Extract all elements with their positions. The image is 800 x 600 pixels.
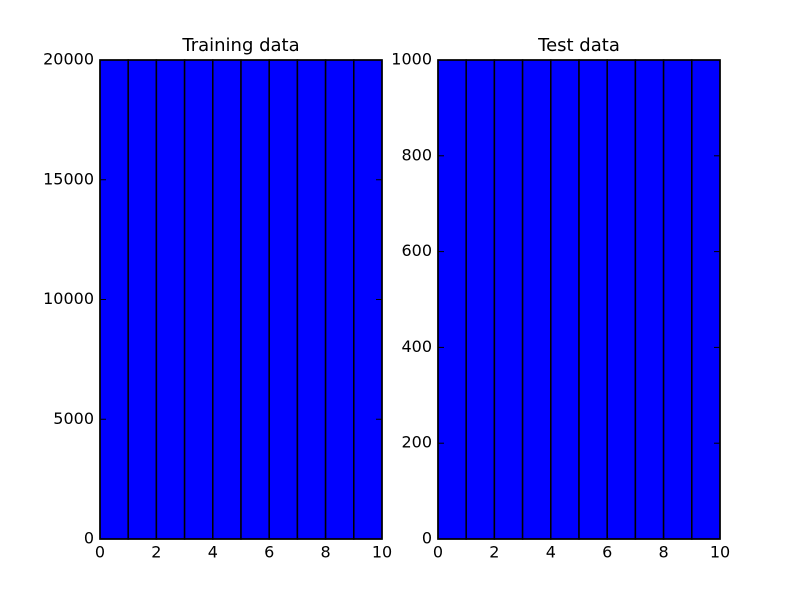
bar [634,59,665,540]
x-tick-label: 0 [95,543,105,562]
bar [324,59,355,540]
chart-title: Test data [537,35,620,56]
bar [240,59,270,540]
x-tick-label: 4 [208,543,218,562]
bar [521,59,552,540]
y-tick-label: 5000 [53,409,94,428]
y-tick-label: 0 [84,529,94,548]
y-tick-label: 200 [401,433,432,452]
x-tick-label: 6 [602,543,612,562]
x-tick-label: 8 [659,543,669,562]
chart-title: Training data [181,35,299,56]
bar [550,59,580,540]
axes-frame [437,59,721,540]
bar [578,59,608,540]
y-tick-label: 20000 [43,50,94,69]
bar [155,59,186,540]
bar [606,59,637,540]
bar [127,59,158,540]
bar [212,59,242,540]
x-tick-label: 8 [321,543,331,562]
bar [662,59,693,540]
y-tick-label: 600 [401,241,432,260]
y-tick-label: 15000 [43,169,94,188]
y-tick-label: 800 [401,145,432,164]
x-tick-label: 2 [151,543,161,562]
bar [437,59,467,540]
bar [493,59,524,540]
x-tick-label: 2 [489,543,499,562]
x-tick-label: 10 [372,543,392,562]
x-tick-label: 6 [264,543,274,562]
x-tick-label: 0 [433,543,443,562]
x-tick-label: 4 [546,543,556,562]
x-tick-label: 10 [710,543,730,562]
y-tick-label: 400 [401,337,432,356]
bar [183,59,214,540]
y-tick-label: 1000 [391,50,432,69]
bar [465,59,496,540]
bar [268,59,299,540]
y-tick-label: 10000 [43,289,94,308]
bar [691,59,721,540]
bar [296,59,327,540]
y-tick-label: 0 [422,529,432,548]
